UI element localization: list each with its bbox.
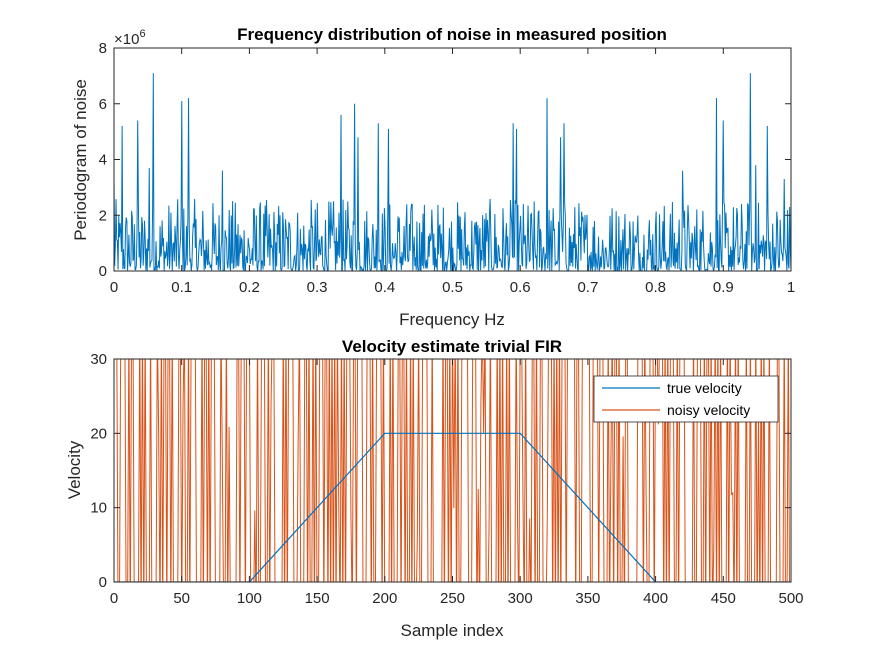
x-tick-label: 450: [711, 590, 736, 607]
top-y-exponent: ×106: [114, 28, 146, 48]
x-tick-label: 0.9: [713, 279, 734, 296]
x-tick-label: 0.5: [442, 279, 463, 296]
x-tick-label: 1: [787, 279, 795, 296]
x-tick-label: 100: [237, 590, 262, 607]
bottom-axes: 0 50 100 150 200 250 300 350 400 450 500 0 10 20 30 Ve…: [65, 337, 804, 640]
legend-label-true-velocity: true velocity: [667, 380, 742, 396]
x-tick-label: 0.7: [577, 279, 598, 296]
exponent-power: 6: [139, 28, 145, 40]
top-ticks: 0 0.1 0.2 0.3 0.4 0.5 0.6 0.7 0.8 0.9 1 0 2 4 6 8: [99, 40, 796, 296]
top-plot-area: [114, 48, 791, 271]
y-tick-label: 20: [90, 425, 107, 442]
y-tick-label: 2: [99, 207, 107, 224]
top-chart-title: Frequency distribution of noise in measu…: [237, 25, 667, 44]
x-tick-label: 300: [508, 590, 533, 607]
legend-box: [593, 375, 779, 423]
x-tick-label: 0.1: [171, 279, 192, 296]
legend: true velocity noisy velocity: [593, 375, 779, 423]
x-tick-label: 0.4: [374, 279, 395, 296]
x-tick-label: 0.8: [645, 279, 666, 296]
y-tick-label: 4: [99, 152, 107, 169]
series-line-periodogram: [114, 73, 791, 271]
legend-label-noisy-velocity: noisy velocity: [667, 402, 750, 418]
y-tick-label: 8: [99, 40, 107, 57]
top-y-axis-label: Periodogram of noise: [71, 79, 90, 241]
bottom-chart-title: Velocity estimate trivial FIR: [342, 337, 562, 356]
top-x-axis-label: Frequency Hz: [399, 310, 505, 329]
bottom-series-group: [114, 359, 791, 582]
exponent-base: ×10: [114, 31, 139, 48]
x-tick-label: 0: [110, 279, 118, 296]
x-tick-label: 400: [643, 590, 668, 607]
top-series-group: [114, 73, 791, 271]
x-tick-label: 0.6: [510, 279, 531, 296]
y-tick-label: 6: [99, 96, 107, 113]
top-axes: 0 0.1 0.2 0.3 0.4 0.5 0.6 0.7 0.8 0.9 1 0 2 4 6 8 Frequ…: [71, 25, 795, 329]
y-tick-label: 30: [90, 351, 107, 368]
y-tick-label: 0: [99, 263, 107, 280]
bottom-y-axis-label: Velocity: [65, 440, 84, 499]
x-tick-label: 150: [305, 590, 330, 607]
x-tick-label: 0.2: [239, 279, 260, 296]
x-tick-label: 350: [575, 590, 600, 607]
bottom-ticks: 0 50 100 150 200 250 300 350 400 450 500 0 10 20 30: [90, 351, 803, 607]
series-line-true-velocity: [114, 432, 791, 582]
x-tick-label: 0: [110, 590, 118, 607]
series-line-noisy-velocity: [116, 359, 790, 582]
x-tick-label: 250: [440, 590, 465, 607]
x-tick-label: 0.3: [307, 279, 328, 296]
x-tick-label: 200: [372, 590, 397, 607]
y-tick-label: 0: [99, 574, 107, 591]
x-tick-label: 50: [173, 590, 190, 607]
x-tick-label: 500: [778, 590, 803, 607]
y-tick-label: 10: [90, 500, 107, 517]
bottom-x-axis-label: Sample index: [400, 621, 504, 640]
